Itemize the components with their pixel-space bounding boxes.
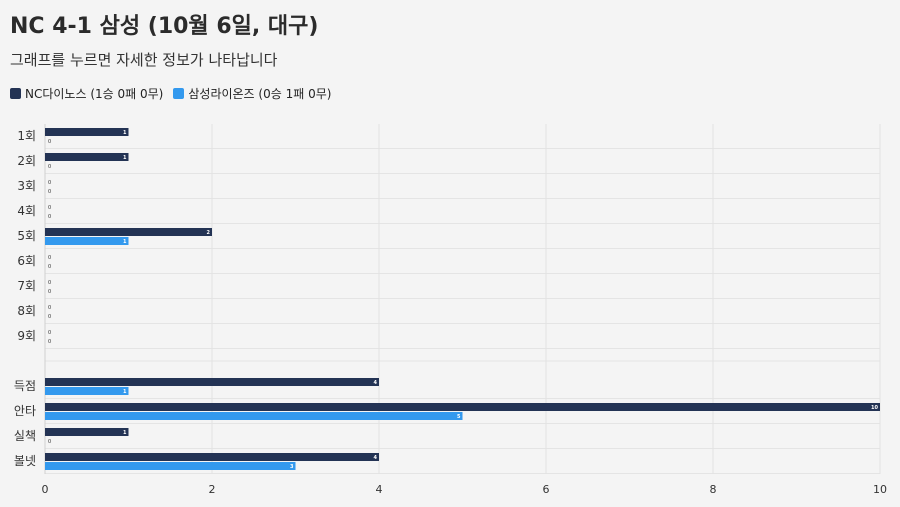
category-label: 6회: [17, 254, 36, 268]
bar[interactable]: [45, 387, 129, 395]
bar[interactable]: [45, 453, 379, 461]
category-label: 7회: [17, 279, 36, 293]
bar-value-label: 10: [871, 405, 878, 411]
bar-value-label: 0: [48, 139, 51, 145]
legend-swatch-samsung: [173, 88, 185, 99]
bar-value-label: 0: [48, 164, 51, 170]
x-tick-label: 6: [543, 483, 550, 496]
legend-swatch-nc: [10, 88, 21, 99]
bar[interactable]: [45, 412, 463, 420]
bar-value-label: 2: [207, 230, 211, 236]
bar-value-label: 1: [123, 239, 127, 245]
chart-subtitle: 그래프를 누르면 자세한 정보가 나타납니다: [10, 51, 278, 69]
category-label: 1회: [17, 129, 36, 143]
chart-title: NC 4-1 삼성 (10월 6일, 대구): [10, 14, 319, 39]
category-label: 2회: [17, 154, 36, 168]
bar[interactable]: [45, 428, 129, 436]
bar-value-label: 0: [48, 330, 51, 336]
bar[interactable]: [45, 378, 379, 386]
bar-value-label: 1: [123, 155, 127, 161]
x-tick-label: 0: [42, 483, 49, 496]
bar[interactable]: [45, 403, 880, 411]
x-tick-label: 2: [209, 483, 216, 496]
bar-value-label: 0: [48, 264, 51, 270]
legend-label-nc: NC다이노스 (1승 0패 0무): [25, 87, 164, 101]
bar-value-label: 4: [374, 455, 378, 461]
bar-value-label: 4: [374, 380, 378, 386]
bar-value-label: 0: [48, 339, 51, 345]
x-tick-label: 10: [873, 483, 887, 496]
category-label: 3회: [17, 179, 36, 193]
category-label: 5회: [17, 229, 36, 243]
legend-item-samsung[interactable]: 삼성라이온즈 (0승 1패 0무): [173, 85, 331, 102]
bar[interactable]: [45, 128, 129, 136]
bar-value-label: 1: [123, 130, 127, 136]
x-tick-label: 4: [376, 483, 383, 496]
bar-value-label: 0: [48, 305, 51, 311]
category-label: 볼넷: [14, 454, 36, 468]
legend-item-nc[interactable]: NC다이노스 (1승 0패 0무): [10, 85, 163, 102]
bar-value-label: 1: [123, 389, 127, 395]
category-label: 4회: [17, 204, 36, 218]
category-label: 득점: [14, 379, 36, 393]
bar[interactable]: [45, 153, 129, 161]
category-label: 실책: [14, 428, 36, 443]
bar-value-label: 0: [48, 314, 51, 320]
bar-value-label: 0: [48, 189, 51, 195]
bar-value-label: 3: [290, 464, 294, 470]
bar-value-label: 5: [457, 414, 461, 420]
bar[interactable]: [45, 228, 212, 236]
legend-label-samsung: 삼성라이온즈 (0승 1패 0무): [188, 87, 332, 101]
category-label: 9회: [17, 329, 36, 343]
bar-value-label: 0: [48, 280, 51, 286]
bar-value-label: 0: [48, 205, 51, 211]
bar[interactable]: [45, 237, 129, 245]
bar-value-label: 1: [123, 430, 127, 436]
bar-value-label: 0: [48, 289, 51, 295]
bar[interactable]: [45, 462, 296, 470]
bar-value-label: 0: [48, 214, 51, 220]
x-tick-label: 8: [710, 483, 717, 496]
legend: NC다이노스 (1승 0패 0무) 삼성라이온즈 (0승 1패 0무): [10, 85, 331, 102]
bar-value-label: 0: [48, 439, 51, 445]
category-label: 8회: [17, 304, 36, 318]
bar-value-label: 0: [48, 180, 51, 186]
category-label: 안타: [14, 404, 36, 418]
bar-value-label: 0: [48, 255, 51, 261]
